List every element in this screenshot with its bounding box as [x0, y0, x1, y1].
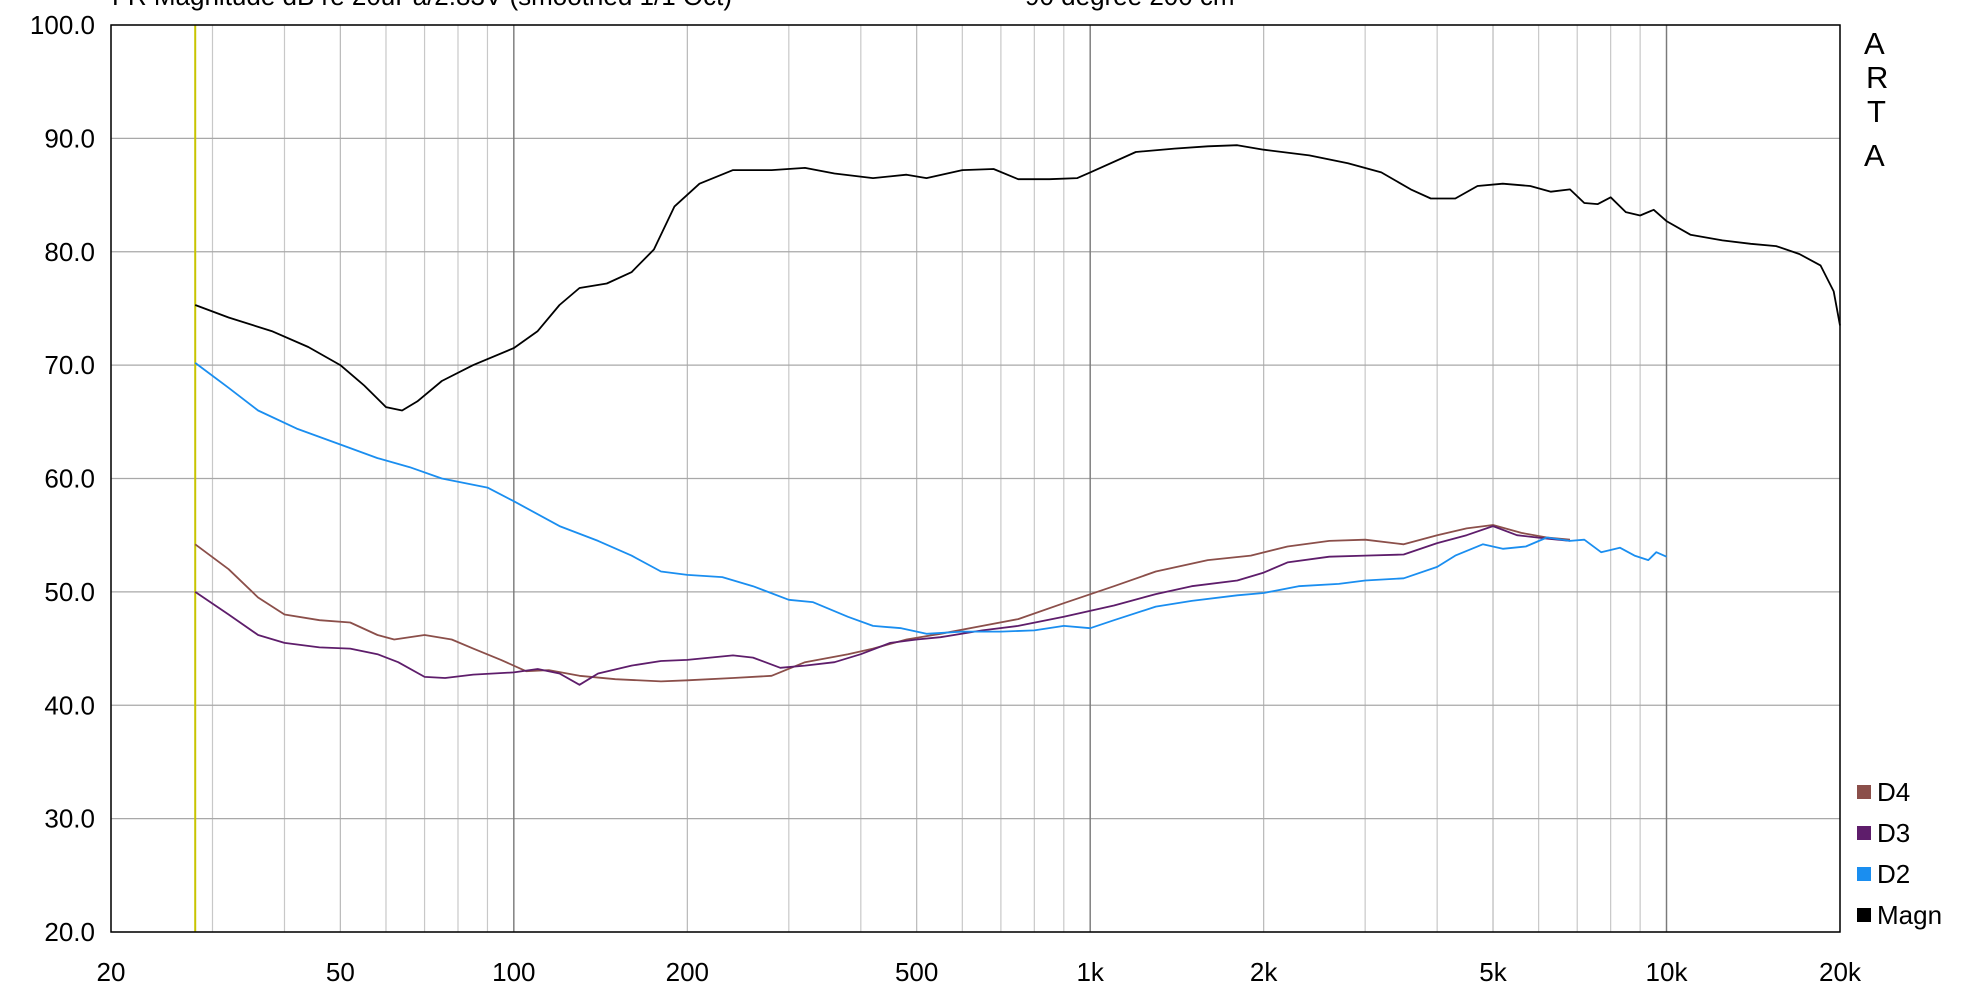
legend-swatch-d3 [1857, 826, 1871, 840]
brand-letter-t: T [1867, 94, 1886, 129]
brand-letter-a1: A [1864, 26, 1885, 61]
y-tick-label: 60.0 [44, 464, 95, 494]
x-tick-label: 20k [1819, 957, 1862, 985]
legend-swatch-magn [1857, 908, 1871, 922]
x-tick-label: 200 [666, 957, 709, 985]
x-axis-labels: 20 50 100 200 500 1k 2k 5k 10k 20k [97, 957, 1862, 985]
arta-brand: A R T A [1864, 26, 1888, 173]
legend-label-d3: D3 [1877, 818, 1910, 848]
legend-label-magn: Magn [1877, 900, 1942, 930]
y-axis-labels: 100.0 90.0 80.0 70.0 60.0 50.0 40.0 30.0 20.0 [30, 10, 95, 947]
x-tick-label: 20 [97, 957, 126, 985]
chart-title: FR Magnitude dB re 20uPa/2.83V (smoothed… [112, 0, 732, 11]
y-tick-label: 50.0 [44, 577, 95, 607]
legend-label-d2: D2 [1877, 859, 1910, 889]
series-lines [194, 144, 1841, 686]
x-tick-label: 10k [1646, 957, 1689, 985]
x-tick-label: 2k [1250, 957, 1278, 985]
x-tick-label: 50 [326, 957, 355, 985]
y-tick-label: 70.0 [44, 350, 95, 380]
legend: D4 D3 D2 Magn [1857, 777, 1942, 930]
y-tick-label: 20.0 [44, 917, 95, 947]
x-tick-label: 1k [1076, 957, 1104, 985]
y-tick-label: 80.0 [44, 237, 95, 267]
y-tick-label: 100.0 [30, 10, 95, 40]
series-line-d4 [194, 524, 1571, 683]
x-tick-label: 100 [492, 957, 535, 985]
y-tick-label: 90.0 [44, 123, 95, 153]
series-line-d3 [194, 525, 1571, 686]
legend-swatch-d4 [1857, 785, 1871, 799]
brand-letter-r: R [1866, 60, 1888, 95]
legend-swatch-d2 [1857, 867, 1871, 881]
legend-label-d4: D4 [1877, 777, 1910, 807]
x-tick-label: 5k [1479, 957, 1507, 985]
chart-subtitle: 90 degree 200 cm [1025, 0, 1235, 11]
series-line-d2 [194, 362, 1667, 635]
plot-area-frame [110, 24, 1841, 933]
series-line-magn [194, 144, 1841, 412]
y-tick-label: 30.0 [44, 804, 95, 834]
y-tick-label: 40.0 [44, 690, 95, 720]
x-tick-label: 500 [895, 957, 938, 985]
brand-letter-a2: A [1864, 138, 1885, 173]
